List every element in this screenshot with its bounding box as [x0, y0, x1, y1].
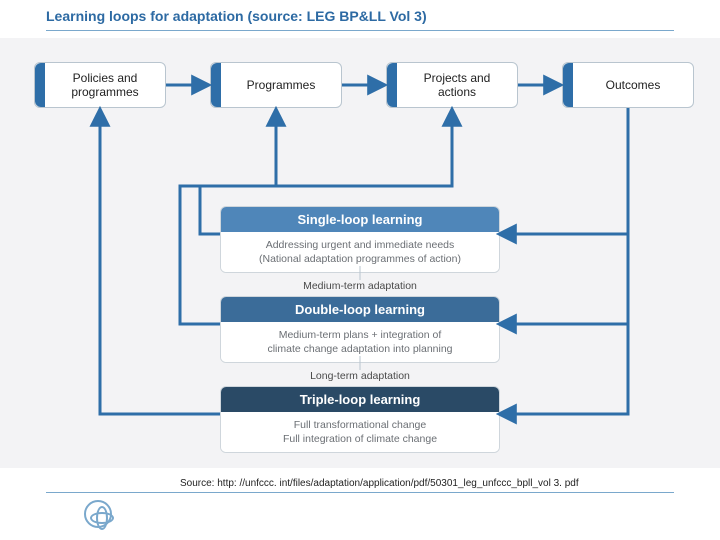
stage-label: Outcomes	[573, 72, 693, 98]
page-title: Learning loops for adaptation (source: L…	[46, 8, 427, 24]
double-loop-subtitle: Medium-term plans + integration ofclimat…	[221, 322, 499, 362]
unfccc-logo	[84, 500, 112, 533]
stage-outcomes: Outcomes	[562, 62, 694, 108]
stage-accent-bar	[211, 63, 221, 107]
stage-policies-and-programmes: Policies and programmes	[34, 62, 166, 108]
stage-accent-bar	[387, 63, 397, 107]
stage-label: Policies and programmes	[45, 65, 165, 105]
single-loop-title: Single-loop learning	[221, 207, 499, 232]
arrow-into-triple	[500, 324, 628, 414]
triple-loop-title: Triple-loop learning	[221, 387, 499, 412]
stage-label: Programmes	[221, 72, 341, 98]
stage-projects-and-actions: Projects and actions	[386, 62, 518, 108]
double-loop-prelabel: Medium-term adaptation	[220, 280, 500, 292]
single-loop-subtitle: Addressing urgent and immediate needs(Na…	[221, 232, 499, 272]
triple-loop-box: Triple-loop learning Full transformation…	[220, 386, 500, 453]
diagram-canvas: Policies and programmes Programmes Proje…	[0, 38, 720, 468]
arrow-into-double	[500, 234, 628, 324]
source-line: Source: http: //unfccc. int/files/adapta…	[180, 478, 579, 489]
title-underline	[46, 30, 674, 31]
globe-icon	[84, 500, 112, 528]
single-loop-box: Single-loop learning Addressing urgent a…	[220, 206, 500, 273]
stage-programmes: Programmes	[210, 62, 342, 108]
stage-accent-bar	[563, 63, 573, 107]
double-loop-box: Double-loop learning Medium-term plans +…	[220, 296, 500, 363]
footer-underline	[46, 492, 674, 493]
arrow-triple-to-stage1	[100, 110, 220, 414]
arrow-into-single	[500, 172, 628, 234]
stage-label: Projects and actions	[397, 65, 517, 105]
triple-loop-subtitle: Full transformational changeFull integra…	[221, 412, 499, 452]
double-loop-title: Double-loop learning	[221, 297, 499, 322]
stage-accent-bar	[35, 63, 45, 107]
page: Learning loops for adaptation (source: L…	[0, 0, 720, 540]
triple-loop-prelabel: Long-term adaptation	[220, 370, 500, 382]
